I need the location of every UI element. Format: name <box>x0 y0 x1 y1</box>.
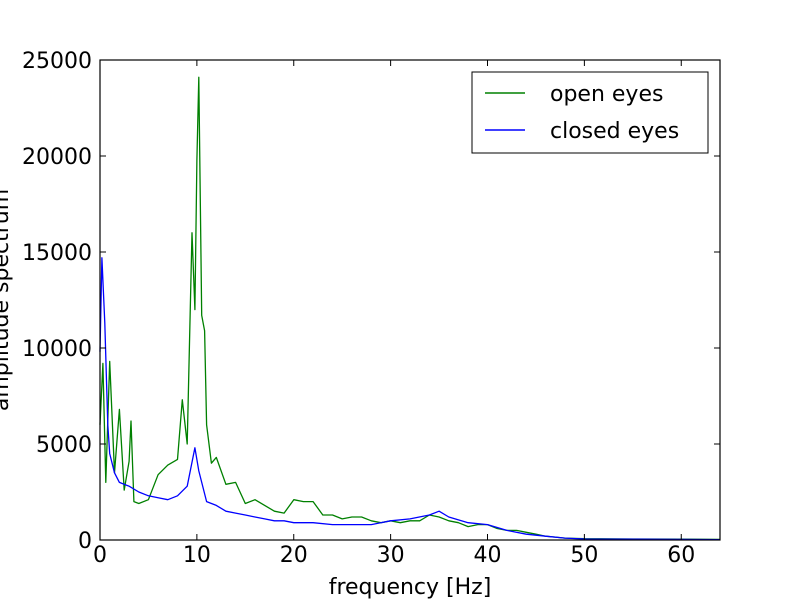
series-layer <box>99 76 721 541</box>
y-tick-label: 15000 <box>22 241 92 266</box>
y-tick-label: 5000 <box>36 433 92 458</box>
legend-label-closed-eyes: closed eyes <box>550 119 679 144</box>
x-tick-label: 30 <box>377 543 405 568</box>
series-line-open-eyes <box>99 76 721 541</box>
legend: open eyes closed eyes <box>471 71 709 154</box>
x-tick-label: 60 <box>667 543 695 568</box>
y-axis: 0 5000 10000 15000 20000 25000 <box>22 49 720 554</box>
y-tick-label: 20000 <box>22 145 92 170</box>
legend-label-open-eyes: open eyes <box>550 82 663 107</box>
x-tick-label: 0 <box>93 543 107 568</box>
y-tick-label: 25000 <box>22 49 92 74</box>
x-tick-label: 40 <box>474 543 502 568</box>
legend-box <box>471 71 709 154</box>
x-tick-label: 10 <box>183 543 211 568</box>
plot-frame <box>99 59 721 541</box>
x-tick-label: 50 <box>570 543 598 568</box>
x-tick-label: 20 <box>280 543 308 568</box>
y-tick-label: 0 <box>78 529 92 554</box>
y-tick-label: 10000 <box>22 337 92 362</box>
x-axis: 0 10 20 30 40 50 60 <box>93 60 695 568</box>
series-line-closed-eyes <box>99 257 721 541</box>
x-axis-title: frequency [Hz] <box>329 575 492 600</box>
y-axis-title: amplitude spectrum <box>0 189 14 411</box>
